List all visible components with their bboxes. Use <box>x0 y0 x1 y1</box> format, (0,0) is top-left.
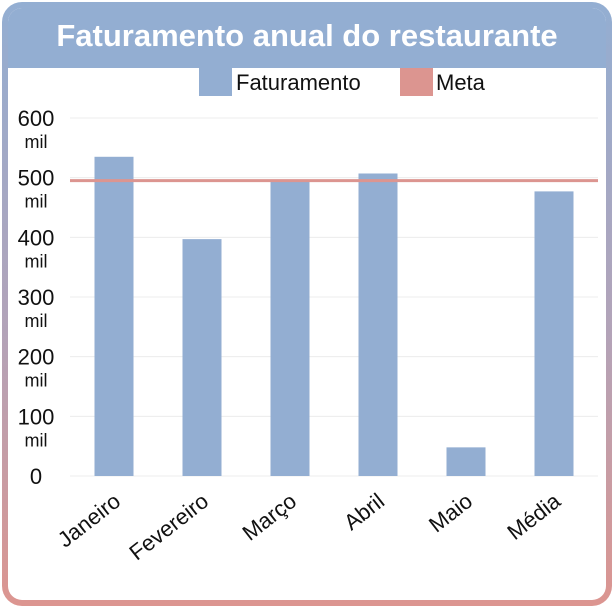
chart-title: Faturamento anual do restaurante <box>56 18 558 53</box>
bar <box>358 173 398 477</box>
title-bar: Faturamento anual do restaurante <box>8 8 606 68</box>
y-tick-unit: mil <box>25 132 48 152</box>
y-tick-value: 600 <box>18 106 55 131</box>
legend-swatch-meta <box>400 68 433 96</box>
x-tick-label: Janeiro <box>53 488 125 552</box>
y-tick-value: 0 <box>30 464 42 489</box>
x-tick-label: Março <box>238 488 302 545</box>
bar <box>94 156 134 477</box>
y-tick-unit: mil <box>25 192 48 212</box>
chart-panel: Faturamento anual do restaurante 0 100 mil… <box>8 8 606 600</box>
legend-label-faturamento: Faturamento <box>236 70 361 95</box>
y-tick-value: 400 <box>18 225 55 250</box>
y-tick-label: 600 mil <box>18 106 55 152</box>
x-tick-label: Maio <box>424 488 477 537</box>
bar <box>446 447 486 476</box>
legend-swatch-faturamento <box>199 68 232 96</box>
x-tick-label: Abril <box>339 488 389 535</box>
y-tick-label: 300 mil <box>18 285 55 331</box>
y-tick-value: 300 <box>18 285 55 310</box>
y-tick-label: 0 <box>30 464 42 489</box>
legend-label-meta: Meta <box>436 70 486 95</box>
y-tick-value: 200 <box>18 345 55 370</box>
y-tick-unit: mil <box>25 311 48 331</box>
y-tick-unit: mil <box>25 430 48 450</box>
y-tick-label: 500 mil <box>18 166 55 212</box>
y-tick-label: 100 mil <box>18 404 55 450</box>
bar <box>534 191 574 476</box>
bar <box>270 179 310 476</box>
x-tick-label: Fevereiro <box>124 488 213 565</box>
y-tick-value: 100 <box>18 404 55 429</box>
y-tick-unit: mil <box>25 251 48 271</box>
y-tick-label: 200 mil <box>18 345 55 391</box>
bar <box>182 239 222 476</box>
y-tick-label: 400 mil <box>18 225 55 271</box>
x-tick-label: Média <box>502 488 565 545</box>
y-tick-unit: mil <box>25 371 48 391</box>
y-tick-value: 500 <box>18 166 55 191</box>
